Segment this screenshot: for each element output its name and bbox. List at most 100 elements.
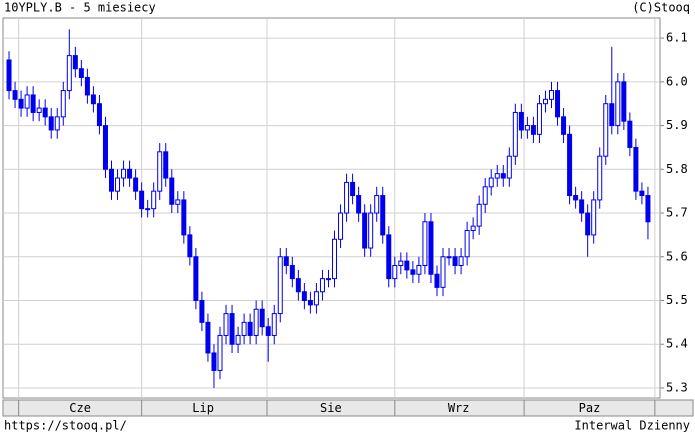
candle-body: [476, 203, 482, 227]
candle-body: [151, 190, 157, 210]
candle-body: [627, 120, 633, 148]
x-tick-label: Cze: [69, 401, 91, 415]
x-tick-label: Paz: [579, 401, 601, 415]
candle-body: [163, 151, 169, 179]
candle-body: [205, 321, 211, 354]
candle-body: [362, 212, 368, 249]
candle-body: [48, 116, 54, 131]
candle-body: [18, 98, 24, 109]
candle-body: [494, 173, 500, 179]
candle-body: [344, 181, 350, 214]
candle-body: [386, 234, 392, 280]
candle-body: [6, 59, 12, 92]
source: (C)Stooq: [632, 1, 690, 15]
candle-body: [108, 168, 114, 192]
candle-body: [440, 256, 446, 288]
candle-body: [549, 90, 555, 100]
candle-body: [115, 177, 121, 192]
candle-body: [392, 265, 398, 280]
candle-body: [639, 190, 645, 197]
candle-body: [259, 308, 265, 328]
candle-body: [645, 195, 651, 223]
candle-body: [368, 212, 374, 249]
y-tick-label: 5.6: [666, 249, 688, 263]
candle-body: [96, 103, 102, 127]
candle-body: [621, 81, 627, 122]
candle-body: [609, 103, 615, 127]
candle-body: [36, 107, 42, 113]
candle-body: [488, 177, 494, 188]
candle-body: [470, 225, 476, 232]
candle-body: [512, 111, 518, 157]
x-axis-band: [2, 399, 694, 417]
y-tick-label: 5.9: [666, 118, 688, 132]
candle-body: [241, 321, 247, 336]
candle-body: [271, 313, 277, 336]
candle-body: [398, 260, 404, 267]
candle-body: [211, 352, 217, 371]
candle-body: [338, 212, 344, 240]
candle-body: [229, 313, 235, 345]
footer-url: https://stooq.pl/: [4, 419, 127, 433]
candle-body: [102, 125, 108, 170]
candle-body: [30, 94, 36, 113]
candle-body: [555, 90, 561, 118]
candle-body: [66, 55, 72, 92]
y-tick-label: 5.3: [666, 380, 688, 394]
chart-title: 10YPLY.B - 5 miesiecy: [4, 1, 156, 15]
candle-body: [579, 199, 585, 214]
candle-body: [247, 321, 253, 336]
y-tick-label: 6.1: [666, 31, 688, 45]
candle-body: [301, 291, 307, 301]
candle-body: [458, 256, 464, 267]
candle-body: [283, 256, 289, 267]
candle-body: [90, 94, 96, 105]
candle-body: [530, 125, 536, 135]
candle-body: [332, 238, 338, 280]
candle-body: [199, 299, 205, 323]
candle-body: [597, 155, 603, 201]
y-tick-label: 6.0: [666, 74, 688, 88]
y-tick-label: 5.8: [666, 162, 688, 176]
candle-body: [175, 199, 181, 205]
candle-body: [72, 55, 78, 70]
candle-body: [169, 177, 175, 205]
candle-body: [567, 133, 573, 197]
candle-body: [24, 94, 30, 109]
candle-body: [265, 326, 271, 336]
candle-body: [217, 334, 223, 371]
candle-body: [506, 155, 512, 179]
candle-body: [289, 265, 295, 280]
candle-body: [181, 199, 187, 236]
candle-body: [187, 234, 193, 258]
footer-interval: Interwal Dzienny: [574, 419, 690, 433]
candle-body: [193, 256, 199, 301]
candle-body: [416, 265, 422, 275]
y-tick-label: 5.7: [666, 206, 688, 220]
candle-body: [325, 278, 331, 281]
candle-body: [235, 334, 241, 345]
candle-body: [446, 256, 452, 259]
candle-body: [591, 199, 597, 236]
candle-body: [380, 195, 386, 236]
candle-body: [464, 230, 470, 258]
candle-body: [121, 168, 127, 179]
candle-body: [633, 146, 639, 192]
candle-body: [157, 151, 163, 192]
candle-body: [422, 221, 428, 267]
candle-body: [42, 107, 48, 118]
candle-body: [500, 173, 506, 179]
candle-body: [404, 260, 410, 271]
candle-body: [78, 68, 84, 78]
y-tick-label: 5.5: [666, 293, 688, 307]
candle-body: [145, 208, 151, 211]
candle-body: [615, 81, 621, 127]
candle-body: [434, 273, 440, 288]
candle-body: [139, 190, 145, 210]
x-tick-label: Wrz: [448, 401, 470, 415]
candle-body: [307, 299, 313, 306]
candle-body: [524, 125, 530, 131]
x-tick-label: Sie: [320, 401, 342, 415]
candle-body: [277, 256, 283, 315]
